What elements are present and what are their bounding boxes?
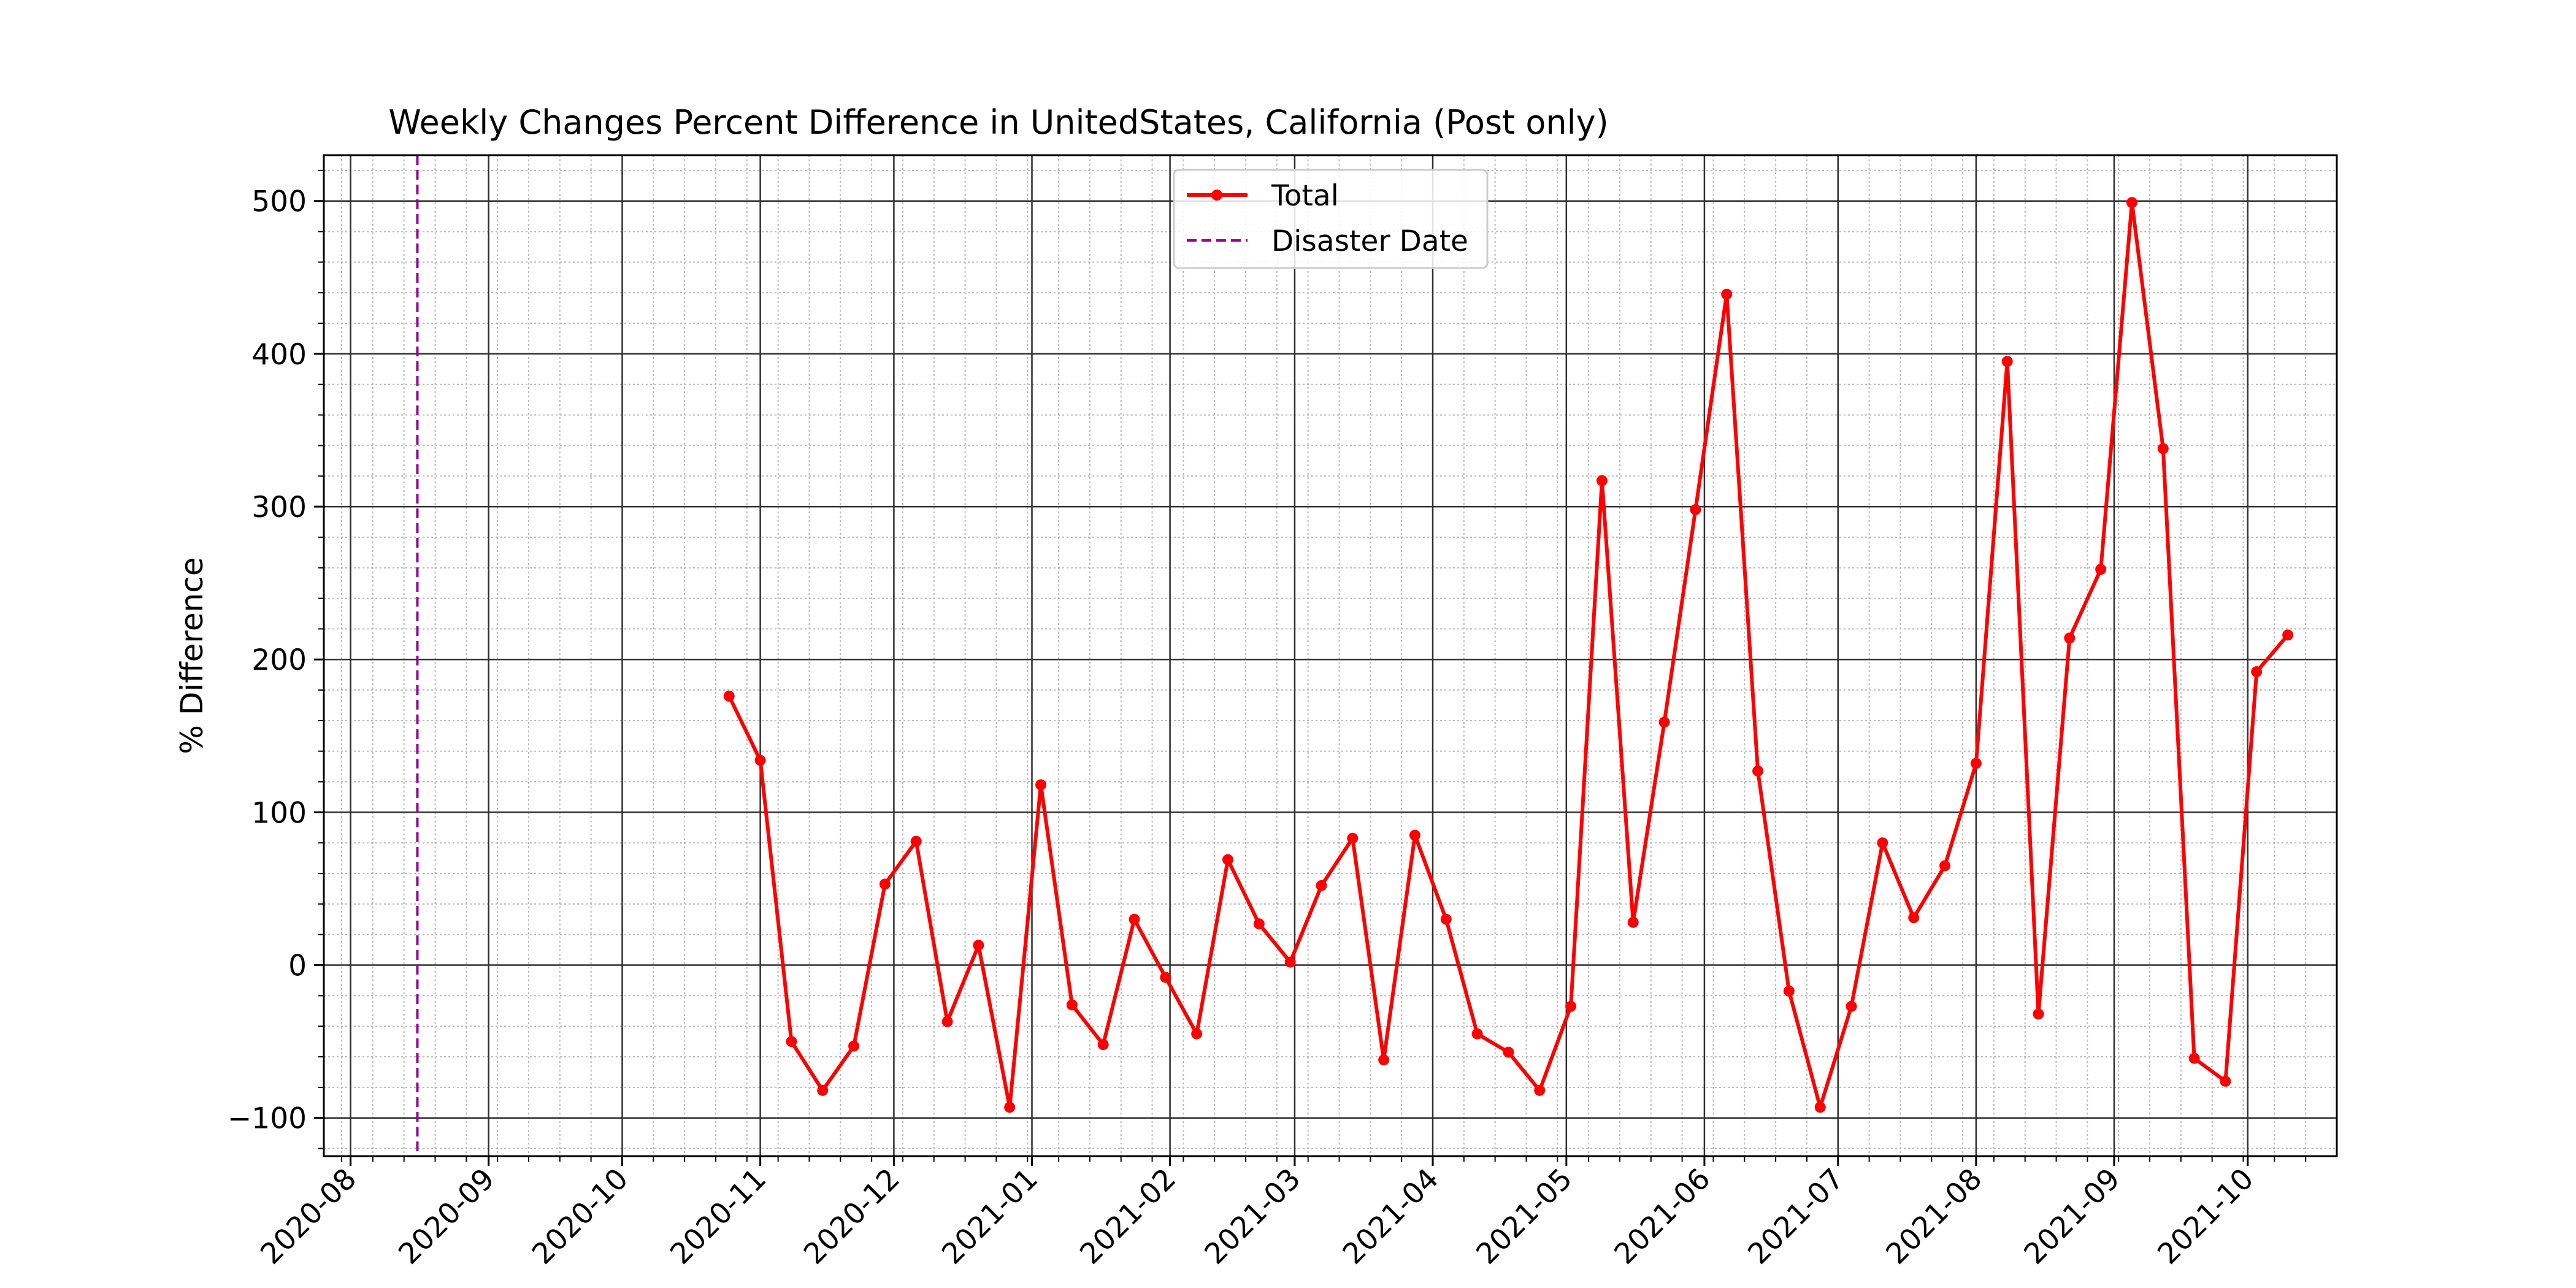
data-point	[723, 691, 735, 702]
data-point	[1627, 916, 1639, 928]
data-point	[1066, 999, 1078, 1011]
y-tick-label: 0	[288, 949, 307, 983]
major-grid	[324, 155, 2337, 1156]
data-point	[1440, 913, 1452, 925]
y-tick-label: 200	[251, 643, 307, 677]
data-point	[1004, 1102, 1016, 1113]
data-point	[1097, 1039, 1109, 1051]
data-point	[1253, 918, 1265, 930]
data-point	[1347, 832, 1359, 844]
data-point	[1035, 779, 1047, 791]
data-point	[786, 1036, 797, 1048]
data-point	[1908, 912, 1920, 924]
data-point	[1814, 1102, 1826, 1113]
data-point	[2188, 1052, 2200, 1064]
data-point	[1596, 475, 1608, 486]
data-point	[1877, 837, 1888, 849]
y-axis: −100 0 100 200 300 400 500	[228, 169, 324, 1149]
data-point	[2220, 1075, 2231, 1087]
data-point	[1503, 1046, 1514, 1058]
data-point	[2251, 666, 2263, 678]
data-point	[973, 940, 984, 951]
data-point	[754, 754, 766, 766]
minor-grid	[324, 155, 2337, 1156]
data-point	[2095, 564, 2107, 575]
y-tick-label: 100	[251, 796, 307, 830]
data-point	[1160, 972, 1171, 983]
plot-frame	[323, 154, 2338, 1157]
data-point	[1222, 854, 1233, 865]
data-point	[1846, 1000, 1857, 1012]
data-point	[1129, 913, 1140, 925]
y-tick-label: −100	[228, 1102, 307, 1136]
data-point	[1658, 716, 1670, 728]
chart-title: Weekly Changes Percent Difference in Uni…	[388, 103, 1608, 142]
data-point	[1939, 860, 1951, 872]
data-point	[848, 1040, 860, 1052]
series-total	[723, 197, 2294, 1113]
data-point	[1191, 1028, 1203, 1040]
data-point	[2126, 197, 2137, 209]
data-point	[1565, 1000, 1577, 1012]
data-point	[879, 878, 891, 890]
y-tick-label: 400	[251, 338, 307, 372]
legend-box	[1173, 169, 1489, 269]
data-point	[910, 835, 922, 847]
data-point	[1534, 1084, 1546, 1096]
y-tick-label: 300	[251, 491, 307, 524]
y-tick-label: 500	[251, 185, 307, 219]
data-point	[1316, 880, 1327, 891]
data-point	[1690, 504, 1701, 516]
data-point	[2157, 443, 2169, 454]
y-axis-label: % Difference	[174, 557, 210, 754]
data-point	[1284, 956, 1296, 968]
data-point	[2033, 1008, 2044, 1020]
legend-total-marker	[1211, 190, 1222, 201]
legend-label-disaster-date: Disaster Date	[1271, 224, 1468, 258]
data-point	[2282, 629, 2294, 641]
legend: Total Disaster Date	[1173, 169, 1489, 269]
data-point	[2064, 632, 2076, 644]
legend-label-total: Total	[1271, 179, 1339, 213]
data-point	[817, 1084, 829, 1096]
data-point	[1409, 829, 1420, 841]
data-point	[1378, 1054, 1390, 1066]
data-point	[1783, 985, 1795, 997]
data-point	[941, 1016, 953, 1027]
data-point	[1752, 765, 1764, 777]
data-point	[1471, 1028, 1483, 1040]
data-point	[2001, 356, 2013, 367]
data-point	[1721, 288, 1733, 300]
data-point	[1970, 757, 1982, 769]
